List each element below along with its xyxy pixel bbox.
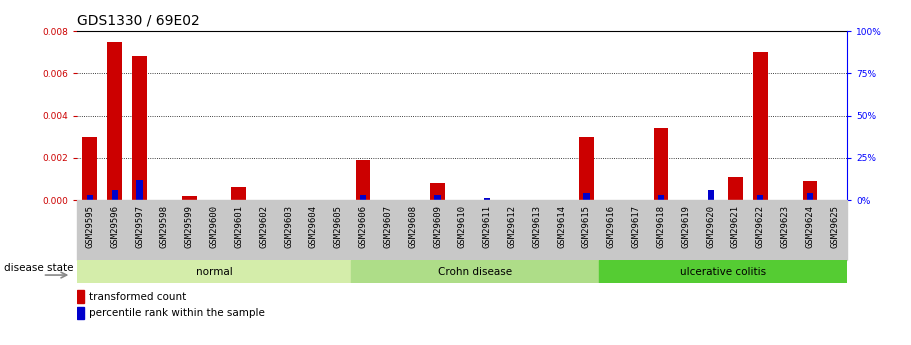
Text: disease state: disease state	[4, 263, 74, 273]
Bar	[351, 260, 599, 283]
Text: GSM29598: GSM29598	[159, 205, 169, 248]
Bar	[807, 193, 814, 200]
Text: GSM29600: GSM29600	[210, 205, 219, 248]
Bar	[484, 198, 490, 200]
Text: GSM29601: GSM29601	[234, 205, 243, 248]
Bar	[181, 196, 197, 200]
Bar	[360, 195, 366, 200]
Bar	[579, 137, 594, 200]
Text: GSM29612: GSM29612	[507, 205, 517, 248]
Text: GSM29621: GSM29621	[731, 205, 740, 248]
Text: GSM29619: GSM29619	[681, 205, 691, 248]
Text: GSM29597: GSM29597	[135, 205, 144, 248]
Text: ulcerative colitis: ulcerative colitis	[680, 267, 766, 277]
Bar	[87, 195, 93, 200]
Bar	[653, 128, 669, 200]
Text: GSM29596: GSM29596	[110, 205, 119, 248]
Text: GSM29604: GSM29604	[309, 205, 318, 248]
Text: GSM29623: GSM29623	[781, 205, 790, 248]
Bar	[111, 190, 118, 200]
Bar	[355, 160, 371, 200]
Text: GSM29610: GSM29610	[458, 205, 466, 248]
Bar	[77, 307, 84, 319]
Bar	[82, 137, 97, 200]
Bar	[728, 177, 743, 200]
Text: GSM29620: GSM29620	[706, 205, 715, 248]
Text: GSM29608: GSM29608	[408, 205, 417, 248]
Bar	[132, 57, 147, 200]
Text: Crohn disease: Crohn disease	[437, 267, 512, 277]
Text: transformed count: transformed count	[89, 292, 186, 302]
Text: GSM29611: GSM29611	[483, 205, 492, 248]
Text: GSM29606: GSM29606	[359, 205, 367, 248]
Text: GSM29618: GSM29618	[657, 205, 666, 248]
Bar	[803, 181, 817, 200]
Bar	[599, 260, 847, 283]
Text: GSM29609: GSM29609	[433, 205, 442, 248]
Bar	[752, 52, 768, 200]
Bar	[77, 290, 84, 303]
Text: GSM29617: GSM29617	[631, 205, 640, 248]
Text: GSM29603: GSM29603	[284, 205, 293, 248]
Text: GSM29614: GSM29614	[558, 205, 566, 248]
Text: GSM29602: GSM29602	[259, 205, 268, 248]
Text: GSM29595: GSM29595	[86, 205, 95, 248]
Text: GSM29613: GSM29613	[532, 205, 541, 248]
Bar	[137, 180, 143, 200]
Text: GSM29624: GSM29624	[805, 205, 814, 248]
Bar	[435, 195, 441, 200]
Bar	[430, 183, 445, 200]
Bar	[658, 195, 664, 200]
Text: normal: normal	[196, 267, 232, 277]
Bar	[583, 193, 589, 200]
Text: GSM29625: GSM29625	[830, 205, 839, 248]
Bar	[708, 190, 713, 200]
Text: GSM29622: GSM29622	[756, 205, 765, 248]
Text: GSM29599: GSM29599	[185, 205, 194, 248]
Text: GSM29615: GSM29615	[582, 205, 591, 248]
Bar	[231, 187, 246, 200]
Text: percentile rank within the sample: percentile rank within the sample	[89, 308, 265, 318]
Bar	[77, 260, 351, 283]
Text: GDS1330 / 69E02: GDS1330 / 69E02	[77, 13, 200, 28]
Text: GSM29616: GSM29616	[607, 205, 616, 248]
Bar	[107, 42, 122, 200]
Text: GSM29607: GSM29607	[384, 205, 393, 248]
Text: GSM29605: GSM29605	[333, 205, 343, 248]
Bar	[757, 195, 763, 200]
